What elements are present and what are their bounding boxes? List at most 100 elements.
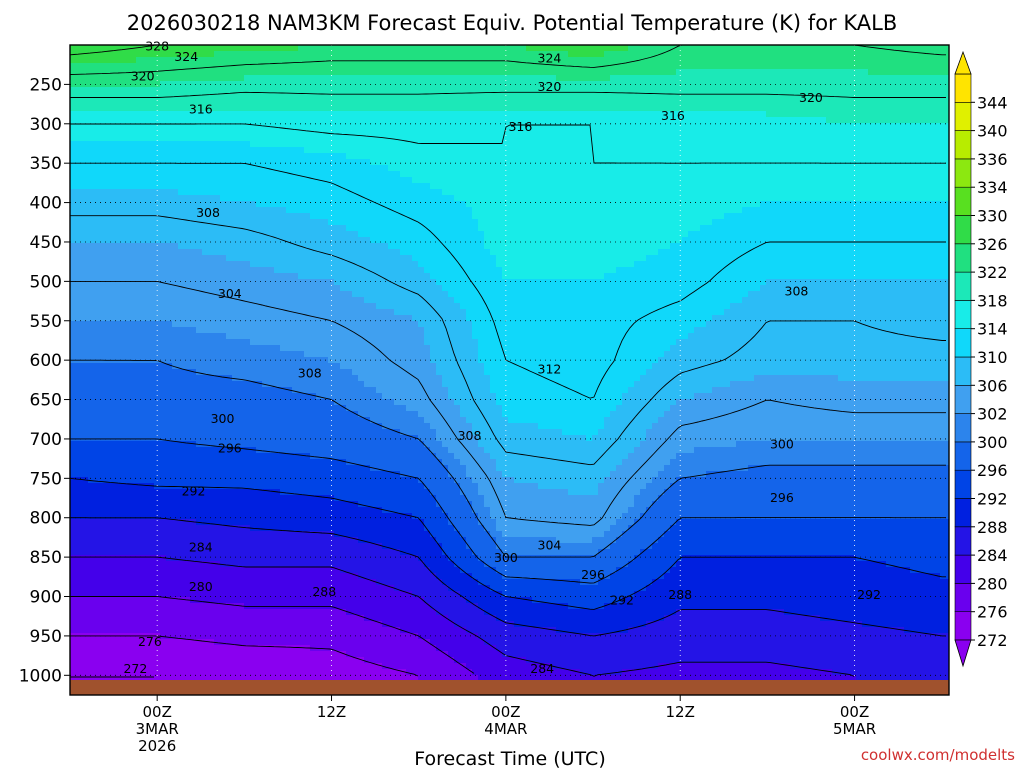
field-cell	[142, 105, 149, 112]
field-cell	[184, 405, 191, 412]
field-cell	[268, 597, 275, 604]
field-cell	[148, 81, 155, 88]
field-cell	[160, 549, 167, 556]
field-cell	[148, 87, 155, 94]
field-cell	[280, 363, 287, 370]
field-cell	[88, 153, 95, 160]
field-cell	[214, 549, 221, 556]
field-cell	[244, 333, 251, 340]
field-cell	[94, 441, 101, 448]
field-cell	[154, 75, 161, 82]
field-cell	[280, 123, 287, 130]
field-cell	[328, 459, 335, 466]
field-cell	[112, 507, 119, 514]
field-cell	[94, 105, 101, 112]
field-cell	[190, 273, 197, 280]
field-cell	[268, 381, 275, 388]
field-cell	[136, 249, 143, 256]
field-cell	[160, 123, 167, 130]
field-cell	[256, 615, 263, 622]
field-cell	[208, 63, 215, 70]
field-cell	[262, 615, 269, 622]
field-cell	[82, 219, 89, 226]
field-cell	[214, 531, 221, 538]
field-cell	[238, 249, 245, 256]
field-cell	[256, 135, 263, 142]
field-cell	[304, 609, 311, 616]
field-cell	[232, 495, 239, 502]
field-cell	[316, 321, 323, 328]
field-cell	[172, 585, 179, 592]
field-cell	[292, 483, 299, 490]
field-cell	[226, 87, 233, 94]
field-cell	[292, 129, 299, 136]
field-cell	[244, 165, 251, 172]
field-cell	[142, 159, 149, 166]
field-cell	[118, 411, 125, 418]
field-cell	[340, 567, 347, 574]
field-cell	[334, 357, 341, 364]
field-cell	[136, 207, 143, 214]
field-cell	[94, 639, 101, 646]
field-cell	[220, 147, 227, 154]
field-cell	[292, 165, 299, 172]
field-cell	[232, 501, 239, 508]
field-cell	[322, 159, 329, 166]
field-cell	[76, 561, 83, 568]
field-cell	[124, 177, 131, 184]
field-cell	[130, 393, 137, 400]
field-cell	[76, 207, 83, 214]
field-cell	[160, 303, 167, 310]
field-cell	[292, 429, 299, 436]
field-cell	[214, 219, 221, 226]
field-cell	[232, 63, 239, 70]
field-cell	[70, 105, 77, 112]
field-cell	[148, 189, 155, 196]
field-cell	[118, 465, 125, 472]
field-cell	[274, 99, 281, 106]
field-cell	[316, 141, 323, 148]
field-cell	[172, 51, 179, 58]
field-cell	[334, 69, 341, 76]
field-cell	[256, 399, 263, 406]
field-cell	[286, 237, 293, 244]
field-cell	[88, 117, 95, 124]
field-cell	[106, 675, 113, 682]
field-cell	[202, 351, 209, 358]
field-cell	[286, 99, 293, 106]
field-cell	[82, 339, 89, 346]
field-cell	[136, 417, 143, 424]
field-cell	[142, 405, 149, 412]
field-cell	[286, 291, 293, 298]
field-cell	[82, 387, 89, 394]
field-cell	[112, 423, 119, 430]
field-cell	[124, 567, 131, 574]
field-cell	[184, 111, 191, 118]
field-cell	[328, 483, 335, 490]
field-cell	[328, 369, 335, 376]
field-cell	[226, 591, 233, 598]
field-cell	[334, 483, 341, 490]
field-cell	[94, 339, 101, 346]
field-cell	[214, 177, 221, 184]
field-cell	[262, 69, 269, 76]
field-cell	[106, 273, 113, 280]
field-cell	[334, 75, 341, 82]
field-cell	[160, 525, 167, 532]
field-cell	[124, 315, 131, 322]
field-cell	[94, 219, 101, 226]
field-cell	[178, 597, 185, 604]
field-cell	[130, 87, 137, 94]
field-cell	[334, 369, 341, 376]
field-cell	[184, 267, 191, 274]
field-cell	[130, 501, 137, 508]
field-cell	[298, 45, 305, 52]
field-cell	[124, 327, 131, 334]
field-cell	[112, 243, 119, 250]
field-cell	[184, 171, 191, 178]
field-cell	[274, 465, 281, 472]
field-cell	[172, 195, 179, 202]
field-cell	[208, 183, 215, 190]
field-cell	[250, 303, 257, 310]
field-cell	[208, 543, 215, 550]
